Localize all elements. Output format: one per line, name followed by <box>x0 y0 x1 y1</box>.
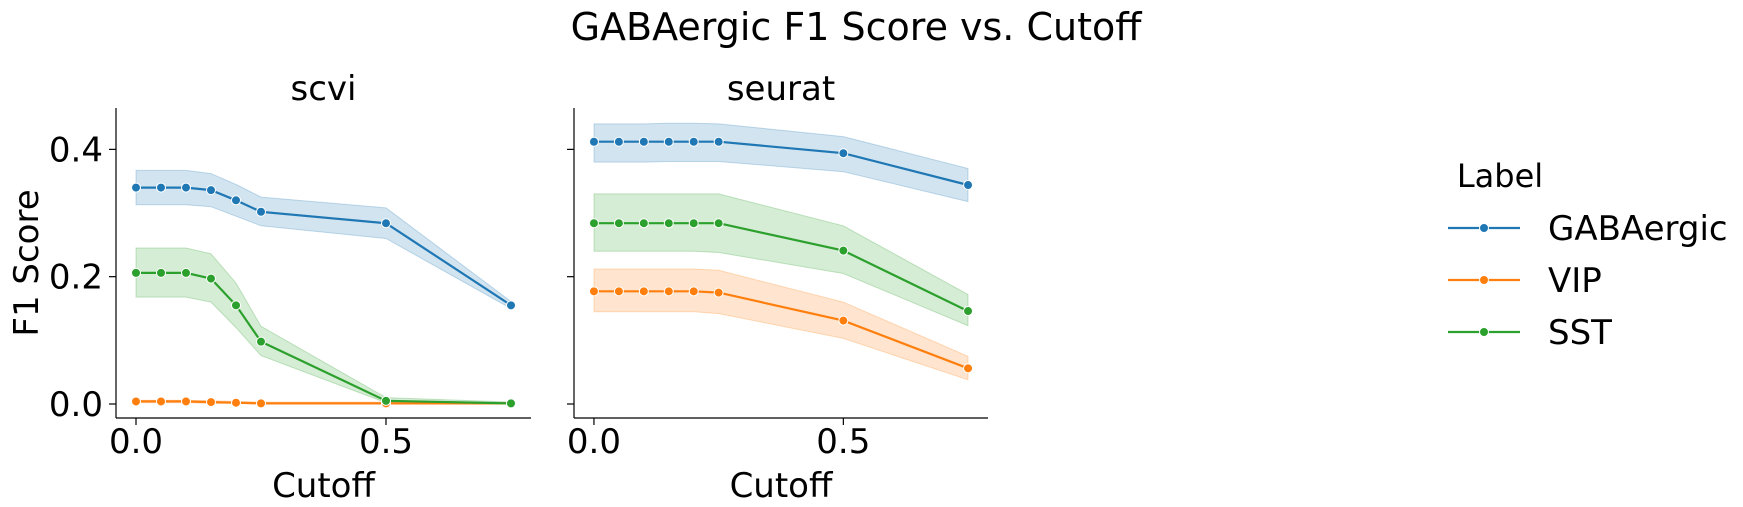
data-point-vip <box>206 397 216 408</box>
data-point-sst <box>181 267 191 278</box>
data-point-vip <box>838 315 849 326</box>
data-point-sst <box>381 395 391 406</box>
data-point-sst <box>638 218 649 229</box>
data-point-vip <box>613 286 624 297</box>
data-point-gabaergic <box>181 182 191 193</box>
data-point-gabaergic <box>506 300 516 311</box>
x-tick-label: 0.5 <box>816 422 870 462</box>
x-tick-label: 0.0 <box>567 422 621 462</box>
legend-label-gabaergic: GABAergic <box>1548 209 1728 249</box>
y-axis-label: F1 Score <box>7 189 47 336</box>
x-tick-label: 0.5 <box>359 422 413 462</box>
data-point-sst <box>838 245 849 256</box>
data-point-gabaergic <box>613 136 624 147</box>
data-point-sst <box>613 218 624 229</box>
ci-band-gabaergic <box>593 122 969 203</box>
ci-band-vip <box>593 268 969 381</box>
legend-marker-sst <box>1479 327 1489 337</box>
data-point-vip <box>963 363 974 374</box>
data-point-sst <box>131 267 141 278</box>
legend-label-sst: SST <box>1548 313 1612 353</box>
data-point-gabaergic <box>663 136 674 147</box>
data-point-sst <box>663 218 674 229</box>
data-point-gabaergic <box>206 185 216 196</box>
data-point-gabaergic <box>638 136 649 147</box>
data-point-sst <box>231 300 241 311</box>
figure-title: GABAergic F1 Score vs. Cutoff <box>571 5 1143 49</box>
data-point-sst <box>713 218 724 229</box>
legend-marker-gabaergic <box>1479 223 1489 233</box>
data-point-gabaergic <box>381 218 391 229</box>
data-point-vip <box>638 286 649 297</box>
data-point-gabaergic <box>688 136 699 147</box>
data-point-gabaergic <box>713 136 724 147</box>
data-point-sst <box>206 273 216 284</box>
data-point-sst <box>256 336 266 347</box>
x-axis-label: Cutoff <box>272 466 376 506</box>
data-point-vip <box>713 287 724 298</box>
data-point-sst <box>156 267 166 278</box>
data-point-vip <box>256 398 266 409</box>
data-point-gabaergic <box>588 136 599 147</box>
data-point-sst <box>963 306 974 317</box>
y-tick-label: 0.2 <box>49 258 103 298</box>
legend-label-vip: VIP <box>1548 261 1602 301</box>
data-point-vip <box>181 396 191 407</box>
data-point-gabaergic <box>963 180 974 191</box>
legend-marker-vip <box>1479 275 1489 285</box>
data-point-sst <box>506 398 516 409</box>
ci-band-sst <box>593 193 969 327</box>
x-axis-label: Cutoff <box>730 466 834 506</box>
data-point-sst <box>688 218 699 229</box>
data-point-gabaergic <box>256 206 266 217</box>
legend-title: Label <box>1457 157 1543 195</box>
data-point-gabaergic <box>838 148 849 159</box>
data-point-gabaergic <box>131 182 141 193</box>
data-point-sst <box>588 218 599 229</box>
legend: Label GABAergic VIP SST <box>1448 157 1728 353</box>
x-tick-label: 0.0 <box>109 422 163 462</box>
data-point-vip <box>588 286 599 297</box>
panel-title: seurat <box>727 69 835 109</box>
data-point-vip <box>663 286 674 297</box>
y-tick-label: 0.4 <box>49 130 103 170</box>
panel-title: scvi <box>291 69 357 109</box>
data-point-vip <box>231 397 241 408</box>
data-point-vip <box>156 396 166 407</box>
y-tick-label: 0.0 <box>49 385 103 425</box>
data-point-vip <box>131 396 141 407</box>
data-point-gabaergic <box>156 182 166 193</box>
data-point-vip <box>688 286 699 297</box>
data-point-gabaergic <box>231 195 241 206</box>
